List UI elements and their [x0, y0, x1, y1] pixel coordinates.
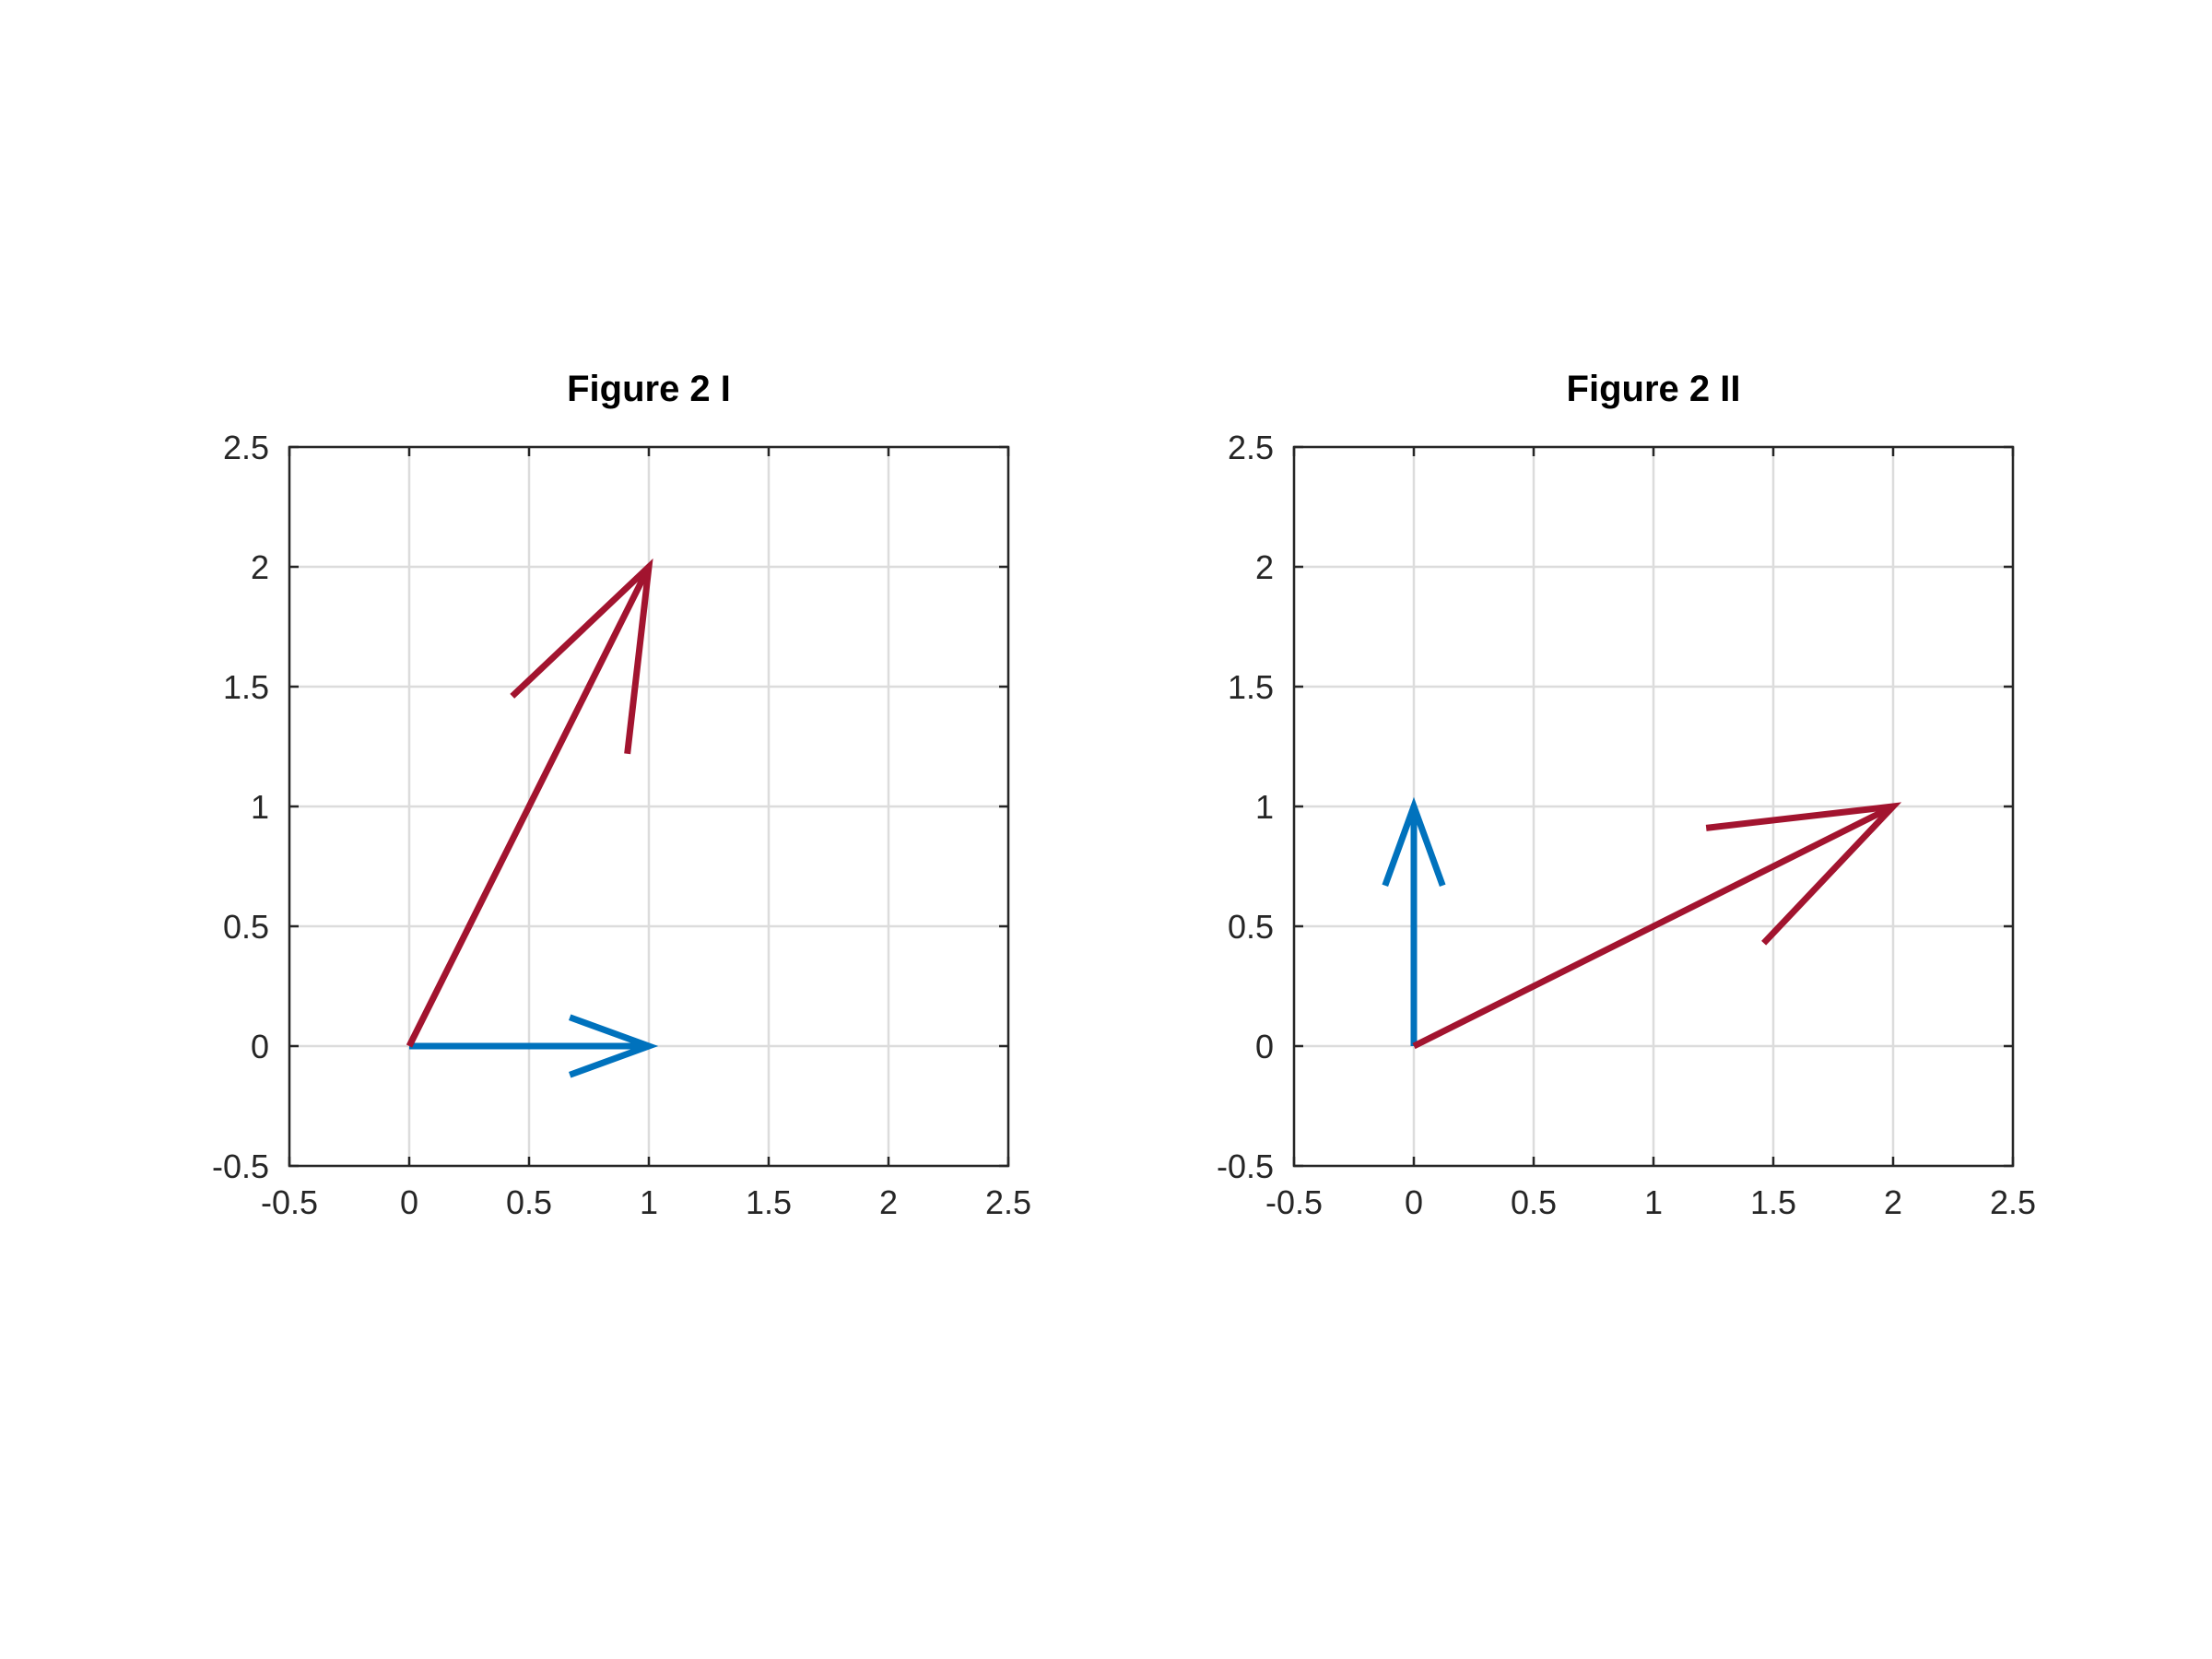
- x-tick-label: 1.5: [746, 1183, 792, 1221]
- vector-arrowhead: [569, 1014, 659, 1078]
- x-tick-label: 0.5: [1511, 1183, 1557, 1221]
- y-tick-label: 1: [251, 788, 269, 826]
- y-tick-label: 2.5: [1228, 429, 1274, 466]
- vector-shaft: [1412, 803, 1895, 1050]
- vector-arrowhead: [1382, 796, 1446, 887]
- x-tick-label: -0.5: [261, 1183, 318, 1221]
- x-tick-label: 2.5: [985, 1183, 1031, 1221]
- y-tick-label: 2: [251, 548, 269, 586]
- vector-shaft: [406, 565, 653, 1048]
- vector-arrowhead: [1705, 802, 1902, 946]
- y-tick-label: 0.5: [223, 908, 269, 946]
- y-tick-label: 0: [251, 1028, 269, 1065]
- x-tick-label: 2.5: [1990, 1183, 2036, 1221]
- x-tick-label: 1: [640, 1183, 658, 1221]
- vector-arrow-1: [409, 1014, 659, 1078]
- x-tick-label: 1.5: [1750, 1183, 1796, 1221]
- x-tick-label: 1: [1644, 1183, 1663, 1221]
- y-tick-label: 2: [1255, 548, 1274, 586]
- y-tick-label: 1: [1255, 788, 1274, 826]
- chart-title: Figure 2 II: [1567, 369, 1741, 409]
- y-tick-label: 1.5: [223, 668, 269, 706]
- chart-panel-figure-2-ii: Figure 2 II -0.5 0 0.5 1 1.5 2 2.5 -0.5 0 0.5 1 1.5…: [1217, 369, 2036, 1221]
- vector-arrow-1: [1382, 796, 1446, 1046]
- x-tick-label: 2: [879, 1183, 898, 1221]
- chart-title: Figure 2 I: [567, 369, 731, 409]
- x-tick-label: 0: [1405, 1183, 1423, 1221]
- x-tick-label: 2: [1884, 1183, 1902, 1221]
- y-tick-label: 1.5: [1228, 668, 1274, 706]
- vector-arrow-2: [406, 558, 653, 1048]
- vector-arrowhead: [510, 558, 653, 755]
- y-tick-label: -0.5: [212, 1147, 269, 1185]
- x-tick-label: -0.5: [1265, 1183, 1323, 1221]
- y-tick-label: -0.5: [1217, 1147, 1274, 1185]
- y-tick-label: 0: [1255, 1028, 1274, 1065]
- x-tick-label: 0: [400, 1183, 418, 1221]
- y-tick-label: 0.5: [1228, 908, 1274, 946]
- x-tick-label: 0.5: [506, 1183, 552, 1221]
- vector-arrow-2: [1412, 802, 1902, 1050]
- chart-panel-figure-2-i: Figure 2 I -0.5 0 0.5 1 1.5 2 2.5 -0.5 0 0.5 1 1.5 2…: [212, 369, 1031, 1221]
- y-tick-label: 2.5: [223, 429, 269, 466]
